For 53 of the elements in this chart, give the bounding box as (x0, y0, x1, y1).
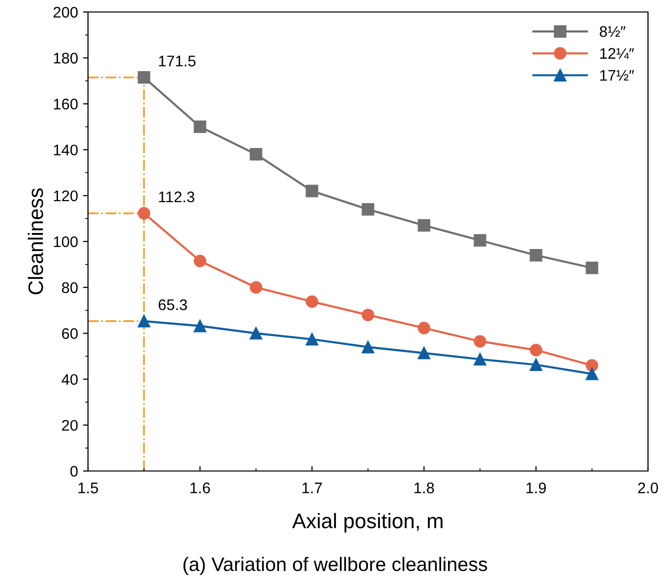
point (306, 184, 318, 198)
point (138, 314, 150, 328)
legend-label: 12¼″ (600, 48, 634, 59)
data-label: 112.3 (159, 191, 194, 202)
y-tick-label: 80 (62, 282, 78, 294)
point (138, 71, 150, 84)
legend-label: 8½″ (600, 26, 626, 37)
y-tick-label: 20 (62, 420, 78, 431)
point (138, 207, 150, 220)
x-tick-label: 1.6 (190, 482, 210, 494)
point (530, 344, 542, 356)
point (194, 320, 206, 332)
point (250, 327, 262, 340)
point (362, 203, 374, 216)
point (362, 340, 374, 354)
y-tick-label: 100 (54, 236, 78, 248)
y-tick-label: 200 (54, 6, 78, 18)
y-axis-title: Cleanliness (28, 188, 44, 294)
data-label: 171.5 (159, 56, 196, 66)
x-tick-label: 1.5 (78, 482, 98, 494)
point (474, 352, 486, 366)
y-tick-label: 40 (62, 374, 78, 385)
point (418, 322, 430, 334)
y-tick-label: 120 (54, 190, 78, 202)
data-label: 65.3 (158, 299, 187, 310)
point (194, 120, 206, 133)
point (250, 148, 262, 161)
point (418, 346, 430, 360)
point (474, 335, 486, 348)
y-tick-label: 140 (54, 144, 78, 156)
point (250, 281, 262, 294)
x-tick-label: 1.7 (302, 482, 322, 494)
point (586, 359, 598, 372)
y-tick-label: 160 (54, 98, 78, 110)
x-axis-title: Axial position, m (292, 513, 442, 532)
x-tick-label: 2.0 (638, 482, 658, 494)
x-tick-label: 1.9 (526, 482, 546, 494)
point (586, 262, 598, 274)
x-tick-label: 1.8 (414, 482, 434, 494)
point (530, 358, 542, 371)
point (530, 249, 542, 262)
legend-label: 17½″ (600, 70, 634, 81)
point (194, 254, 206, 268)
y-tick-label: 180 (54, 52, 78, 64)
y-tick-label: 0 (70, 466, 78, 477)
text: (a) Variation of wellbore cleanliness (183, 556, 488, 575)
point (306, 295, 318, 308)
point (586, 368, 598, 380)
point (362, 308, 374, 322)
y-tick-label: 60 (62, 328, 78, 339)
point (306, 333, 318, 346)
point (418, 219, 430, 232)
point (474, 234, 486, 247)
